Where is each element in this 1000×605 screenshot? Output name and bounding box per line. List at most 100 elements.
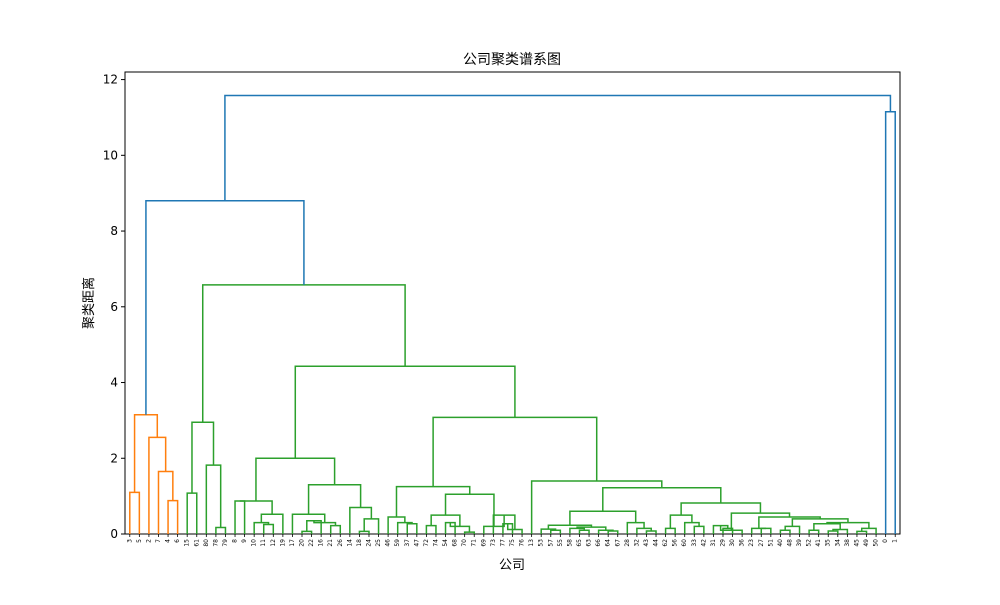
x-tick-label: 61 [193,539,200,547]
dendrogram-link [234,500,246,534]
x-tick-label: 43 [643,539,650,547]
x-tick-label: 19 [279,539,286,547]
x-tick-label: 40 [777,539,784,547]
x-tick-label: 18 [356,539,363,547]
dendrogram-link [255,457,336,502]
dendrogram-link [148,436,167,534]
x-tick-label: 42 [700,539,707,547]
y-tick-label: 12 [103,73,118,87]
dendrogram-link [884,111,896,534]
x-tick-label: 51 [767,539,774,547]
x-tick-label: 67 [614,539,621,547]
x-tick-label: 54 [442,539,449,547]
y-tick-label: 4 [110,376,118,390]
x-tick-label: 64 [605,539,612,547]
x-tick-label: 22 [308,539,315,547]
dendrogram-link [540,528,557,534]
x-tick-label: 44 [653,539,660,547]
x-tick-label: 32 [633,539,640,547]
dendrogram-link [145,200,305,415]
x-tick-label: 6 [174,539,181,543]
x-tick-label: 50 [873,539,880,547]
x-tick-label: 56 [672,539,679,547]
dendrogram-links [129,94,896,534]
x-tick-label: 35 [825,539,832,547]
x-tick-label: 37 [404,539,411,547]
x-tick-label: 77 [499,539,506,547]
x-tick-label: 31 [710,539,717,547]
x-tick-label: 74 [432,539,439,547]
x-tick-label: 75 [509,539,516,547]
x-tick-label: 16 [318,539,325,547]
dendrogram-link [224,94,892,201]
x-tick-label: 55 [557,539,564,547]
x-tick-label: 63 [586,539,593,547]
dendrogram-link [406,523,418,534]
x-tick-label: 36 [739,539,746,547]
x-axis-label: 公司 [499,558,525,573]
dendrogram-link [569,527,586,534]
x-tick-label: 29 [719,539,726,547]
x-tick-label: 78 [212,539,219,547]
plot-frame [124,71,901,535]
x-tick-label: 38 [844,539,851,547]
x-tick-label: 1 [892,539,899,543]
dendrogram-link [133,413,159,493]
x-tick-label: 53 [538,539,545,547]
x-tick-label: 65 [576,539,583,547]
x-tick-label: 9 [241,539,248,543]
dendrogram-link [425,524,437,534]
dendrogram-link [205,464,222,534]
dendrogram-link [186,492,198,534]
dendrogram-link [664,527,676,534]
x-tick-label: 17 [289,539,296,547]
x-tick-label: 47 [413,539,420,547]
dendrogram-link [530,480,663,534]
x-tick-label: 28 [624,539,631,547]
x-tick-label: 30 [729,539,736,547]
dendrogram-link [693,525,705,534]
x-tick-label: 68 [452,539,459,547]
x-tick-label: 62 [662,539,669,547]
x-tick-label: 49 [863,539,870,547]
x-tick-label: 46 [385,539,392,547]
x-tick-label: 79 [222,539,229,547]
dendrogram-link [432,416,598,487]
x-tick-label: 12 [270,539,277,547]
x-tick-label: 13 [528,539,535,547]
dendrogram-link [239,500,273,515]
x-tick-label: 26 [337,539,344,547]
dendrogram-link [760,527,772,534]
x-tick-label: 60 [681,539,688,547]
y-axis-label: 聚类距离 [81,277,97,329]
dendrogram-link [750,527,767,534]
x-tick-label: 66 [595,539,602,547]
y-tick-label: 2 [110,451,118,465]
x-tick-label: 10 [251,539,258,547]
dendrogram-link [779,529,791,534]
x-tick-label: 73 [490,539,497,547]
chart-title: 公司聚类谱系图 [463,52,561,68]
x-tick-label: 25 [375,539,382,547]
x-tick-label: 59 [394,539,401,547]
x-tick-label: 45 [853,539,860,547]
x-tick-label: 57 [547,539,554,547]
dendrogram-link [329,524,342,534]
x-tick-label: 39 [796,539,803,547]
dendrogram-link [569,510,637,526]
dendrogram-link [602,487,722,512]
x-tick-label: 11 [260,539,267,547]
dendrogram-link [215,526,227,534]
x-tick-label: 5 [136,539,143,543]
dendrogram-link [808,529,820,534]
y-tick-label: 10 [103,148,118,162]
dendrogram-link [294,365,516,459]
dendrogram-link [444,493,495,527]
dendrogram-link [307,484,362,515]
y-tick-label: 8 [110,224,118,238]
y-tick-label: 6 [110,300,118,314]
dendrogram-link [669,514,693,529]
dendrogram-link [550,529,562,534]
dendrogram-link [683,521,700,534]
x-tick-label: 41 [815,539,822,547]
